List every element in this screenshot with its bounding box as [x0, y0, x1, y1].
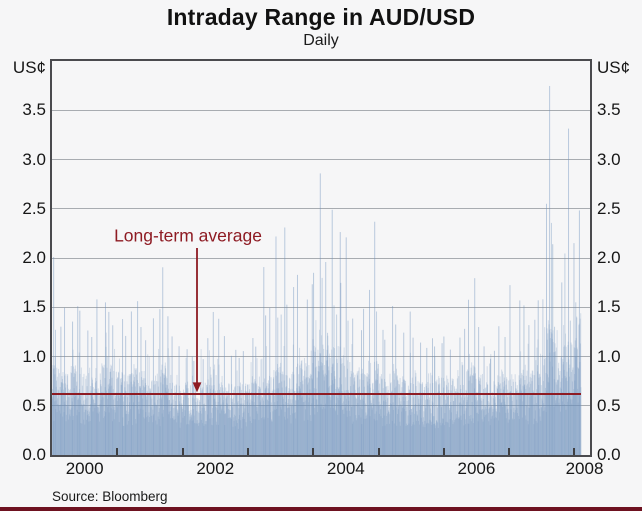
x-tick-mark	[246, 448, 249, 455]
x-tick-mark	[573, 448, 576, 455]
gridline	[52, 159, 590, 160]
x-tick-label: 2000	[65, 459, 104, 478]
x-tick-mark	[377, 448, 380, 455]
y-tick-label-left: 1.0	[22, 346, 46, 366]
y-tick-label-right: 1.0	[597, 346, 621, 366]
x-tick-label: 2008	[565, 459, 604, 478]
plot-area: Long-term average	[50, 59, 592, 457]
x-tick-mark	[508, 448, 511, 455]
y-axis-unit-left: US¢	[12, 58, 46, 77]
average-annotation-arrow-icon	[192, 248, 202, 393]
y-tick-label-right: 0.5	[597, 395, 621, 415]
y-tick-label-right: 3.5	[597, 100, 621, 120]
average-line	[52, 392, 581, 396]
chart-title: Intraday Range in AUD/USD	[166, 4, 476, 30]
x-tick-mark	[116, 448, 119, 455]
x-tick-label: 2002	[196, 459, 235, 478]
average-annotation-label: Long-term average	[114, 225, 262, 246]
gridline	[52, 306, 590, 308]
gridline	[52, 109, 590, 111]
y-axis-unit-right: US¢	[597, 58, 631, 77]
x-tick-label: 2006	[457, 459, 496, 478]
gridline	[52, 257, 590, 259]
y-tick-label-right: 0.0	[597, 445, 621, 464]
gridline	[52, 405, 590, 407]
gridline	[52, 208, 590, 210]
y-tick-label-right: 3.0	[597, 149, 621, 169]
daily-range-bars	[52, 85, 582, 455]
y-tick-label-left: 2.5	[22, 198, 46, 218]
x-tick-mark	[312, 448, 315, 455]
y-tick-label-left: 1.5	[22, 297, 46, 317]
x-tick-mark	[442, 448, 445, 455]
x-tick-label: 2004	[326, 459, 365, 478]
chart-subtitle: Daily	[303, 32, 339, 49]
x-tick-mark	[181, 448, 184, 455]
y-tick-label-right: 1.5	[597, 297, 621, 317]
y-tick-label-left: 0.5	[22, 395, 46, 415]
y-tick-label-left: 2.0	[22, 248, 46, 267]
y-tick-label-left: 3.5	[22, 100, 46, 120]
gridline	[52, 356, 590, 357]
footer-rule	[0, 507, 642, 511]
y-tick-label-right: 2.5	[597, 198, 621, 218]
y-tick-label-left: 3.0	[22, 149, 46, 169]
y-tick-label-right: 2.0	[597, 248, 621, 267]
source-note: Source: Bloomberg	[52, 489, 168, 504]
y-tick-label-left: 0.0	[22, 445, 46, 464]
